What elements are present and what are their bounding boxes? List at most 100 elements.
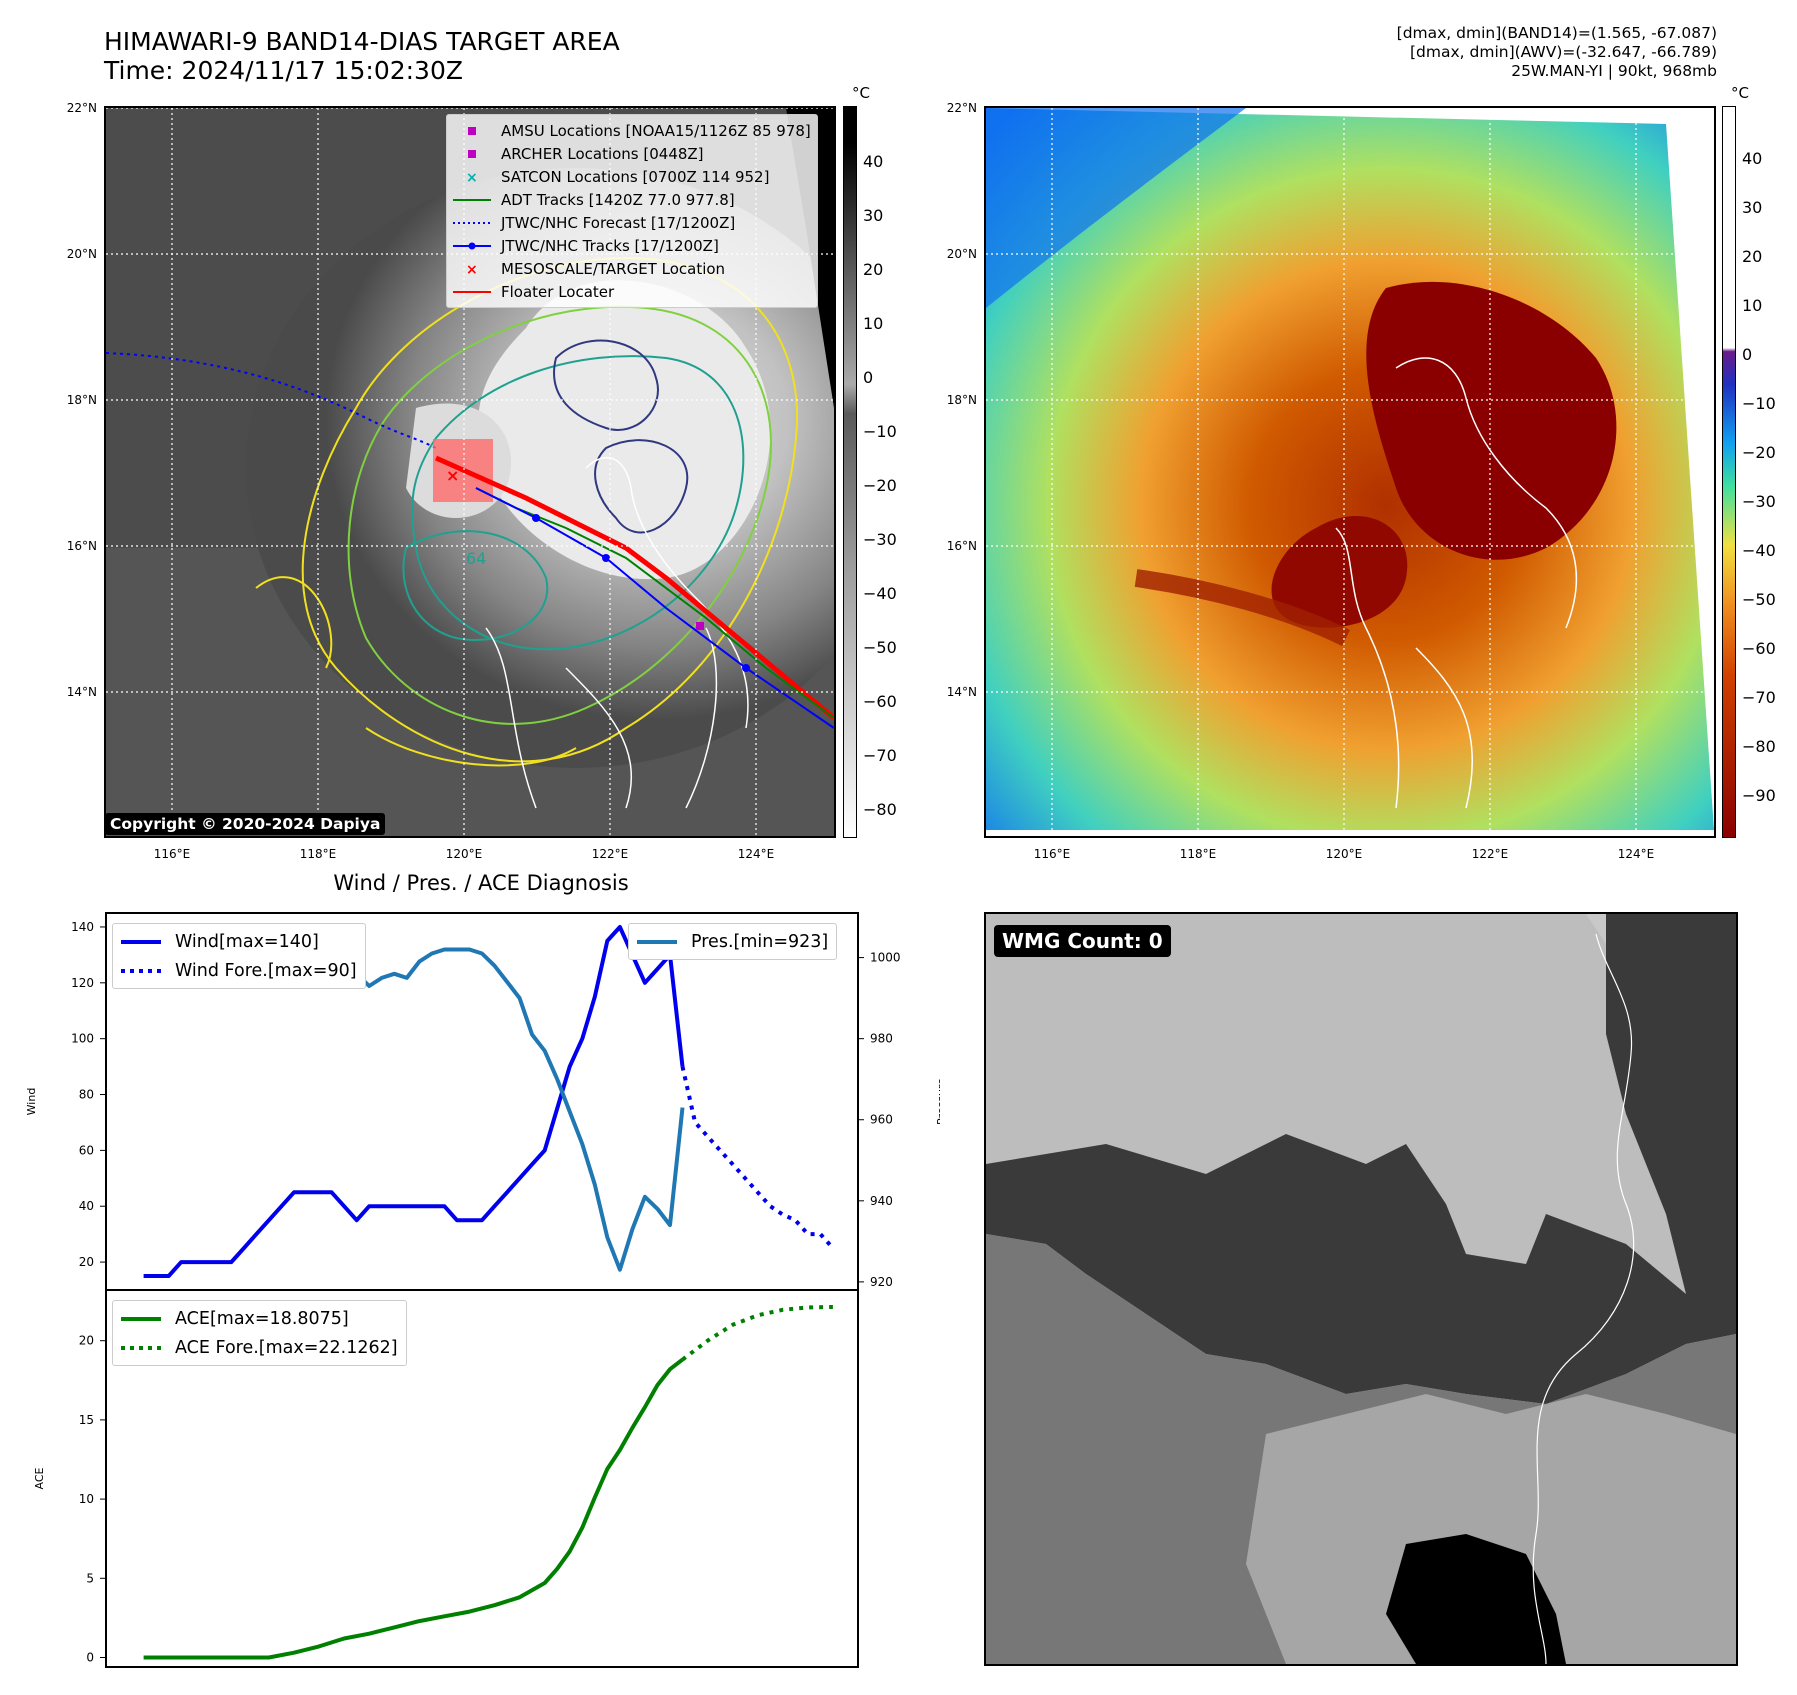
lat2-label-16: 16°N <box>946 539 977 553</box>
colorbar-gray-tick: 30 <box>863 206 884 225</box>
lon-label-118: 118°E <box>299 847 337 861</box>
wind-tick-label: 140 <box>71 920 94 934</box>
colorbar-color-tick: 10 <box>1742 296 1763 315</box>
colorbar-color-tick: 40 <box>1742 149 1763 168</box>
info-awv: [dmax, dmin](AWV)=(-32.647, -66.789) <box>1410 43 1717 61</box>
pres-tick-label: 980 <box>870 1032 893 1046</box>
lon2-label-118: 118°E <box>1179 847 1217 861</box>
legend-item-floater: Floater Locater <box>453 282 615 301</box>
colorbar-color-unit: °C <box>1731 84 1749 102</box>
legend-wind: Wind[max=140] <box>121 931 319 952</box>
awv-map-panel <box>984 106 1716 838</box>
wind-forecast-line <box>680 1066 835 1250</box>
colorbar-gray-tick: −60 <box>863 692 897 711</box>
svg-text:×: × <box>466 170 478 184</box>
figure-time: Time: 2024/11/17 15:02:30Z <box>104 56 463 85</box>
lat-label-22: 22°N <box>66 101 97 115</box>
pres-tick-label: 940 <box>870 1194 893 1208</box>
legend-item-adt: ADT Tracks [1420Z 77.0 977.8] <box>453 190 735 209</box>
colorbar-gray-tick: −80 <box>863 800 897 819</box>
pres-tick-label: 960 <box>870 1113 893 1127</box>
colorbar-color-tick: −60 <box>1742 639 1776 658</box>
legend-pres: Pres.[min=923] <box>637 931 829 952</box>
wind-tick-label: 120 <box>71 976 94 990</box>
colorbar-color-tick: 30 <box>1742 198 1763 217</box>
svg-text:×: × <box>466 262 478 276</box>
colorbar-color-tick: 20 <box>1742 247 1763 266</box>
colorbar-gray-tick: −50 <box>863 638 897 657</box>
wind-tick-label: 20 <box>79 1255 94 1269</box>
copyright-badge: Copyright © 2020-2024 Dapiya <box>105 813 386 835</box>
lon-label-124: 124°E <box>737 847 775 861</box>
ace-frame <box>105 1289 859 1668</box>
legend-item-archer: ARCHER Locations [0448Z] <box>453 142 811 165</box>
ir-map-panel: × 64 <box>104 106 836 838</box>
ace-legend: ACE[max=18.8075] ACE Fore.[max=22.1262] <box>112 1300 407 1366</box>
ace-line <box>143 1358 684 1660</box>
colorbar-gray-tick: −20 <box>863 476 897 495</box>
colorbar-color-tick: −40 <box>1742 541 1776 560</box>
pres-tick-label: 920 <box>870 1275 893 1289</box>
colorbar-color-tick: −90 <box>1742 786 1776 805</box>
diagnosis-title: Wind / Pres. / ACE Diagnosis <box>333 871 629 895</box>
wind-legend: Wind[max=140] Wind Fore.[max=90] <box>112 923 366 989</box>
pres-line <box>143 939 685 1272</box>
wind-tick-label: 40 <box>79 1199 94 1213</box>
wind-tick-label: 60 <box>79 1143 94 1157</box>
colorbar-gray-tick: 40 <box>863 152 884 171</box>
lon2-label-120: 120°E <box>1325 847 1363 861</box>
lat-label-18: 18°N <box>66 393 97 407</box>
colorbar-color <box>1722 106 1736 838</box>
lat-label-16: 16°N <box>66 539 97 553</box>
wind-tick-label: 80 <box>79 1088 94 1102</box>
colorbar-gray-tick: −70 <box>863 746 897 765</box>
wmg-image <box>986 914 1736 1664</box>
figure-title: HIMAWARI-9 BAND14-DIAS TARGET AREA <box>104 27 620 56</box>
ace-forecast-line <box>681 1305 833 1362</box>
contour-label: 64 <box>466 549 486 568</box>
ace-tick-label: 20 <box>79 1334 94 1348</box>
colorbar-gray-unit: °C <box>852 84 870 102</box>
map-legend: AMSU Locations [NOAA15/1126Z 85 978] ARC… <box>446 114 818 308</box>
lat2-label-20: 20°N <box>946 247 977 261</box>
legend-ace-forecast: ACE Fore.[max=22.1262] <box>121 1337 398 1358</box>
lat2-label-22: 22°N <box>946 101 977 115</box>
lon2-label-124: 124°E <box>1617 847 1655 861</box>
lat-label-14: 14°N <box>66 685 97 699</box>
colorbar-gray-tick: −30 <box>863 530 897 549</box>
ace-tick-label: 0 <box>86 1650 94 1664</box>
colorbar-gray-tick: 0 <box>863 368 874 387</box>
wind-axis-label: Wind <box>25 1088 38 1116</box>
wind-pres-axes: 20 40 60 80 100 120 140 920 940 960 980 1000 Wind Pre… <box>25 912 940 1291</box>
colorbar-color-tick: −70 <box>1742 688 1776 707</box>
wind-line <box>143 925 685 1278</box>
colorbar-color-tick: −80 <box>1742 737 1776 756</box>
pres-legend: Pres.[min=923] <box>628 923 838 960</box>
ace-tick-label: 15 <box>79 1413 94 1427</box>
legend-wind-forecast: Wind Fore.[max=90] <box>121 960 357 981</box>
colorbar-gray-tick: 10 <box>863 314 884 333</box>
colorbar-gray-tick: 20 <box>863 260 884 279</box>
ace-tick-label: 5 <box>86 1571 94 1585</box>
legend-ace: ACE[max=18.8075] <box>121 1308 349 1329</box>
lon-label-116: 116°E <box>153 847 191 861</box>
awv-map-image <box>986 108 1714 836</box>
lat-label-20: 20°N <box>66 247 97 261</box>
colorbar-color-tick: −50 <box>1742 590 1776 609</box>
colorbar-color-tick: −20 <box>1742 443 1776 462</box>
wmg-panel <box>984 912 1738 1666</box>
lat2-label-14: 14°N <box>946 685 977 699</box>
pres-tick-label: 1000 <box>870 951 901 965</box>
colorbar-color-tick: −10 <box>1742 394 1776 413</box>
info-storm: 25W.MAN-YI | 90kt, 968mb <box>1511 62 1717 80</box>
colorbar-gray-tick: −10 <box>863 422 897 441</box>
colorbar-gray-tick: −40 <box>863 584 897 603</box>
colorbar-gray <box>843 106 857 838</box>
lat2-label-18: 18°N <box>946 393 977 407</box>
lon2-label-122: 122°E <box>1471 847 1509 861</box>
ace-axis-label: ACE <box>33 1467 46 1489</box>
info-band14: [dmax, dmin](BAND14)=(1.565, -67.087) <box>1396 24 1717 42</box>
legend-item-amsu: AMSU Locations [NOAA15/1126Z 85 978] <box>453 119 811 142</box>
legend-item-jtwc-tracks: JTWC/NHC Tracks [17/1200Z] <box>453 234 811 257</box>
